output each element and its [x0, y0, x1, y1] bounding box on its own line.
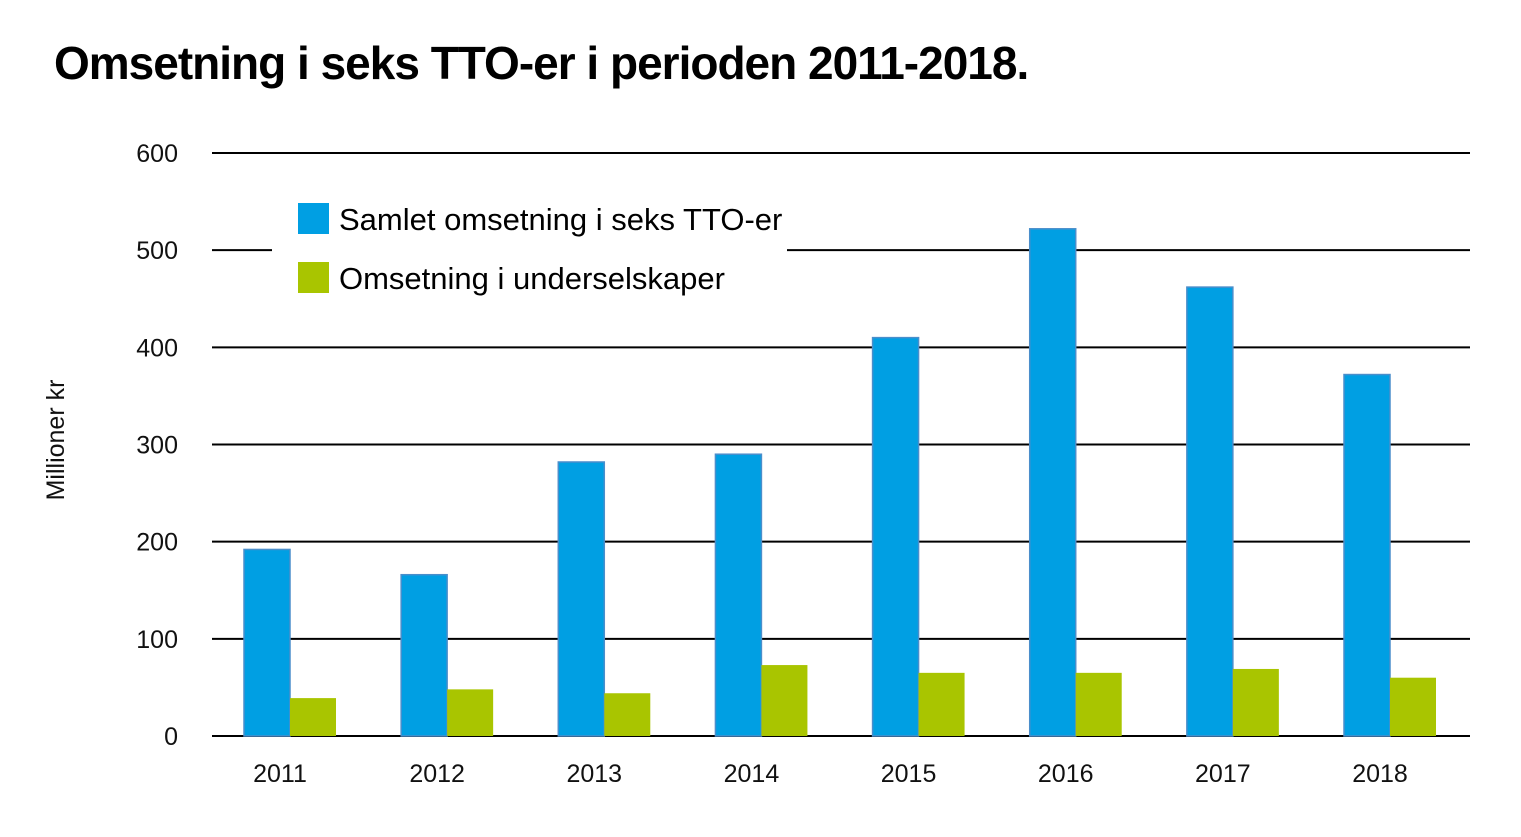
bar-subsidiaries-2017	[1232, 668, 1279, 736]
legend-label-subsidiaries: Omsetning i underselskaper	[339, 261, 725, 296]
x-tick-label-2017: 2017	[1195, 760, 1251, 788]
x-tick-label-2015: 2015	[881, 760, 937, 788]
x-tick-label-2018: 2018	[1352, 760, 1408, 788]
bar-subsidiaries-2016	[1075, 672, 1122, 736]
bar-subsidiaries-2013	[604, 693, 651, 736]
bars	[243, 228, 1436, 737]
x-tick-label-2014: 2014	[724, 760, 780, 788]
legend-swatch-subsidiaries	[298, 262, 329, 293]
bar-subsidiaries-2015	[918, 672, 965, 736]
legend-label-total: Samlet omsetning i seks TTO-er	[339, 202, 782, 237]
bar-subsidiaries-2018	[1390, 677, 1436, 736]
x-tick-label-2011: 2011	[253, 760, 307, 788]
y-tick-label-400: 400	[136, 334, 178, 362]
y-tick-label-300: 300	[136, 432, 178, 460]
bar-subsidiaries-2014	[761, 665, 808, 736]
legend-swatch-total	[298, 203, 329, 234]
y-axis-label: Millioner kr	[42, 380, 70, 501]
y-tick-label-200: 200	[136, 529, 178, 557]
legend-background	[272, 186, 787, 304]
chart-title: Omsetning i seks TTO-er i perioden 2011-…	[54, 37, 1029, 89]
bar-subsidiaries-2011	[290, 698, 336, 736]
y-tick-label-0: 0	[164, 723, 178, 751]
x-tick-label-2012: 2012	[409, 760, 465, 788]
bar-total-2018	[1343, 373, 1391, 737]
legend-item-total: Samlet omsetning i seks TTO-er	[298, 202, 782, 237]
x-tick-label-2016: 2016	[1038, 760, 1094, 788]
bar-total-2017	[1186, 286, 1234, 737]
x-tick-labels: 2011 2012 2013 2014 2015 2016 2017 2018	[253, 760, 1408, 788]
bar-total-2016	[1028, 228, 1077, 737]
bar-total-2015	[871, 336, 920, 737]
legend-item-subsidiaries: Omsetning i underselskaper	[298, 261, 725, 296]
x-tick-label-2013: 2013	[566, 760, 622, 788]
y-tick-labels: 0 100 200 300 400 500 600	[136, 140, 178, 751]
bar-total-2012	[400, 573, 448, 737]
bar-total-2013	[557, 461, 606, 737]
y-tick-label-100: 100	[136, 626, 178, 654]
bar-total-2014	[714, 453, 763, 737]
bar-total-2011	[243, 548, 291, 737]
legend: Samlet omsetning i seks TTO-er Omsetning…	[272, 186, 787, 304]
bar-subsidiaries-2012	[447, 689, 494, 736]
y-tick-label-500: 500	[136, 237, 178, 265]
y-tick-label-600: 600	[136, 140, 178, 168]
